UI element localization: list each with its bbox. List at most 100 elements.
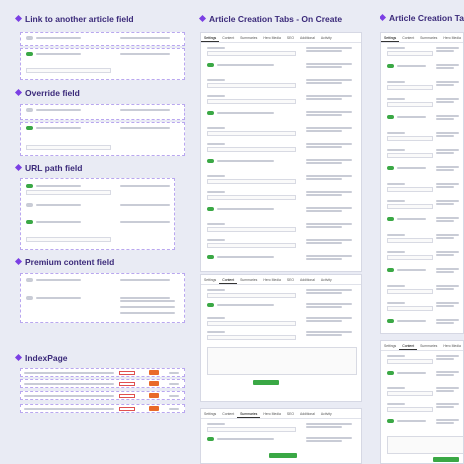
text-line <box>435 268 460 270</box>
text-line <box>306 95 352 97</box>
text-line <box>435 186 455 188</box>
toggle <box>387 217 394 221</box>
heading: Article Creation Tabs <box>380 13 464 23</box>
text-line <box>387 285 405 287</box>
text-line <box>306 226 342 228</box>
toggle <box>26 220 33 224</box>
status-badge <box>119 371 135 375</box>
text-line <box>207 175 225 177</box>
input <box>207 293 297 298</box>
text-line <box>435 84 455 86</box>
input <box>207 195 297 200</box>
text-line <box>306 331 352 333</box>
tab: Settings <box>204 412 217 416</box>
text-area <box>207 347 357 375</box>
text-line <box>120 312 175 314</box>
tab: Content <box>222 36 235 40</box>
text-line <box>397 320 427 322</box>
text-line <box>435 135 455 137</box>
toggle <box>207 63 214 67</box>
input <box>387 51 434 56</box>
text-line <box>435 390 455 392</box>
text-line <box>435 271 455 273</box>
text-line <box>397 65 427 67</box>
text-line <box>387 387 405 389</box>
text-line <box>120 204 170 206</box>
text-line <box>387 251 405 253</box>
text-line <box>36 127 81 129</box>
text-line <box>207 423 225 425</box>
text-line <box>387 200 405 202</box>
action-button <box>149 370 159 375</box>
tab: Settings <box>204 278 217 282</box>
text-line <box>217 160 274 162</box>
input <box>207 179 297 184</box>
table-row <box>20 391 185 400</box>
tab: Activity <box>320 412 332 416</box>
text-line <box>435 234 460 236</box>
tab: Hero Media <box>443 344 461 348</box>
text-line <box>207 191 225 193</box>
toggle <box>207 303 214 307</box>
text-line <box>207 223 225 225</box>
input <box>387 187 434 192</box>
toggle <box>26 184 33 188</box>
text-line <box>217 304 274 306</box>
toggle <box>26 278 33 282</box>
toggle <box>26 52 33 56</box>
input <box>387 391 434 396</box>
text-line <box>435 132 460 134</box>
input <box>387 359 434 364</box>
text-line <box>120 279 170 281</box>
input <box>207 427 297 432</box>
text-line <box>36 109 81 111</box>
action-button <box>149 406 159 411</box>
text-line <box>387 183 405 185</box>
text-line <box>36 297 81 299</box>
text-line <box>120 185 170 187</box>
tab: Content <box>219 275 238 284</box>
input <box>207 243 297 248</box>
text-line <box>306 437 352 439</box>
text-line <box>306 242 342 244</box>
text-line <box>435 322 455 324</box>
text-line <box>120 297 170 299</box>
toggle <box>387 268 394 272</box>
toggle <box>26 108 33 112</box>
text-line <box>435 183 460 185</box>
text-line <box>169 408 179 410</box>
text-line <box>306 143 352 145</box>
button <box>269 453 297 458</box>
text-line <box>306 66 342 68</box>
text-line <box>306 98 342 100</box>
text-line <box>306 162 342 164</box>
tab: SEO <box>286 412 295 416</box>
status-badge <box>119 394 135 398</box>
button <box>433 457 459 462</box>
text-line <box>435 319 460 321</box>
input <box>387 85 434 90</box>
text-line <box>387 47 405 49</box>
text-line <box>435 149 460 151</box>
text-line <box>387 149 405 151</box>
text-line <box>24 395 114 397</box>
text-line <box>397 116 427 118</box>
text-line <box>435 358 455 360</box>
text-line <box>36 279 81 281</box>
text-line <box>435 169 455 171</box>
text-line <box>435 67 455 69</box>
heading: URL path field <box>16 163 82 173</box>
tab: Content <box>222 412 235 416</box>
text-line <box>306 82 342 84</box>
text-line <box>435 200 460 202</box>
heading: IndexPage <box>16 353 68 363</box>
toggle <box>26 203 33 207</box>
text-line <box>306 239 352 241</box>
toggle <box>207 255 214 259</box>
